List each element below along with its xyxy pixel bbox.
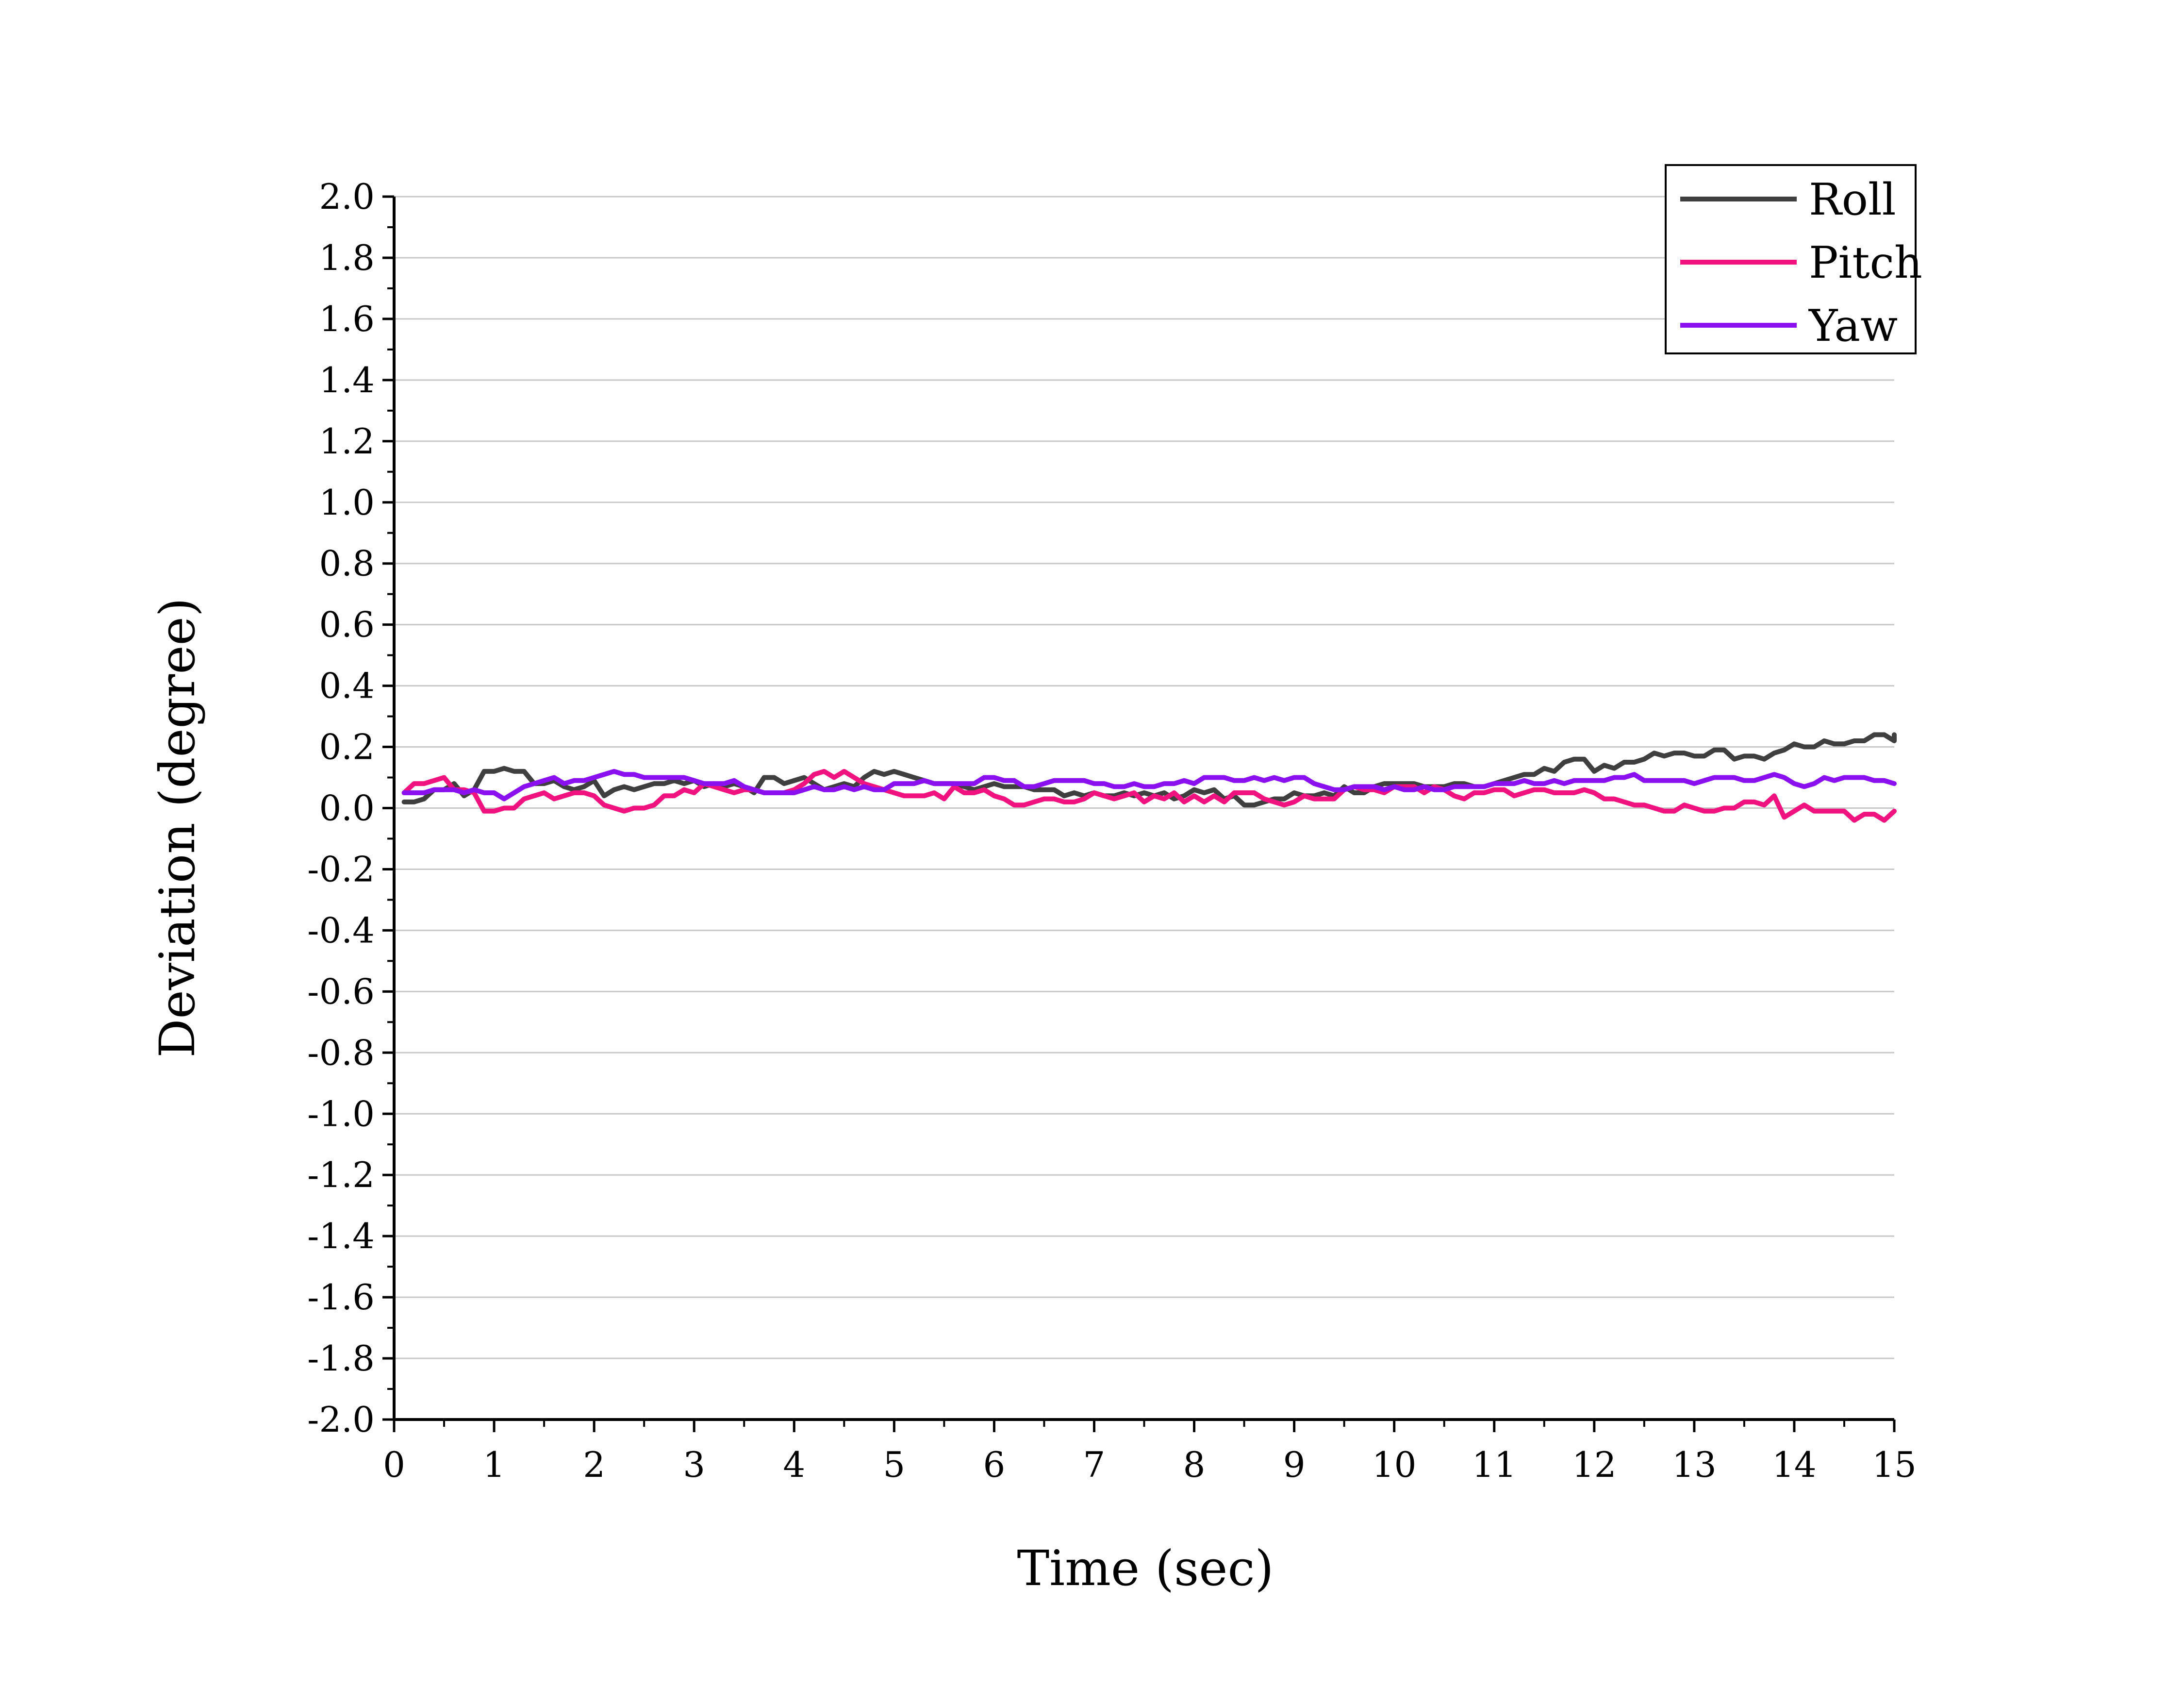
x-tick-label: 11 (1472, 1444, 1517, 1485)
legend-label-yaw: Yaw (1808, 301, 1898, 351)
x-tick-label: 9 (1283, 1444, 1306, 1485)
x-tick-label: 8 (1183, 1444, 1206, 1485)
y-tick-label: -0.6 (307, 971, 375, 1012)
x-tick-label: 1 (483, 1444, 505, 1485)
x-tick-label: 7 (1083, 1444, 1106, 1485)
y-tick-label: -1.8 (307, 1338, 375, 1379)
y-tick-label: 1.0 (319, 482, 375, 523)
legend-box (1665, 164, 1917, 354)
y-tick-label: -1.4 (307, 1216, 375, 1256)
x-tick-label: 6 (983, 1444, 1005, 1485)
x-tick-label: 10 (1372, 1444, 1417, 1485)
series-lines (401, 732, 1897, 823)
x-tick-label: 15 (1872, 1444, 1917, 1485)
grid-lines (394, 196, 1894, 1359)
y-tick-label: 1.6 (319, 299, 375, 339)
y-tick-label: -0.4 (307, 910, 375, 951)
y-axis-title: Deviation (degree) (149, 598, 206, 1057)
y-tick-label: 0.0 (319, 788, 375, 829)
y-tick-label: 0.6 (319, 604, 375, 645)
y-tick-label: 0.2 (319, 727, 375, 768)
legend-label-pitch: Pitch (1809, 237, 1922, 288)
series-line-pitch (401, 769, 1897, 823)
x-axis-title: Time (sec) (1017, 1540, 1274, 1597)
x-tick-label: 12 (1572, 1444, 1617, 1485)
x-tick-label: 5 (883, 1444, 905, 1485)
x-tick-label: 2 (583, 1444, 605, 1485)
y-tick-label: -0.2 (307, 849, 375, 889)
axes: 2.0 1.8 1.6 1.4 1.2 1.0 0.8 0.6 0.4 0.2 0.0 -0.2 -0.… (307, 176, 1917, 1485)
y-tick-label: 1.2 (319, 421, 375, 462)
x-tick-label: 0 (383, 1444, 405, 1485)
series-line-yaw (401, 769, 1897, 802)
x-tick-label: 14 (1772, 1444, 1817, 1485)
series-line-roll (401, 732, 1897, 808)
y-tick-label: -0.8 (307, 1032, 375, 1073)
y-tick-label: -2.0 (307, 1399, 375, 1440)
x-tick-label: 4 (783, 1444, 805, 1485)
y-tick-label: -1.0 (307, 1093, 375, 1134)
x-tick-label: 13 (1672, 1444, 1717, 1485)
y-tick-label: -1.6 (307, 1277, 375, 1318)
y-tick-label: 2.0 (319, 176, 375, 217)
legend-label-roll: Roll (1809, 174, 1896, 225)
y-tick-label: 1.4 (319, 360, 375, 401)
legend[interactable]: Roll Pitch Yaw (1665, 164, 1922, 354)
y-tick-label: -1.2 (307, 1154, 375, 1195)
y-tick-label: 1.8 (319, 237, 375, 278)
y-tick-label: 0.4 (319, 666, 375, 706)
y-tick-label: 0.8 (319, 543, 375, 584)
x-tick-label: 3 (683, 1444, 705, 1485)
